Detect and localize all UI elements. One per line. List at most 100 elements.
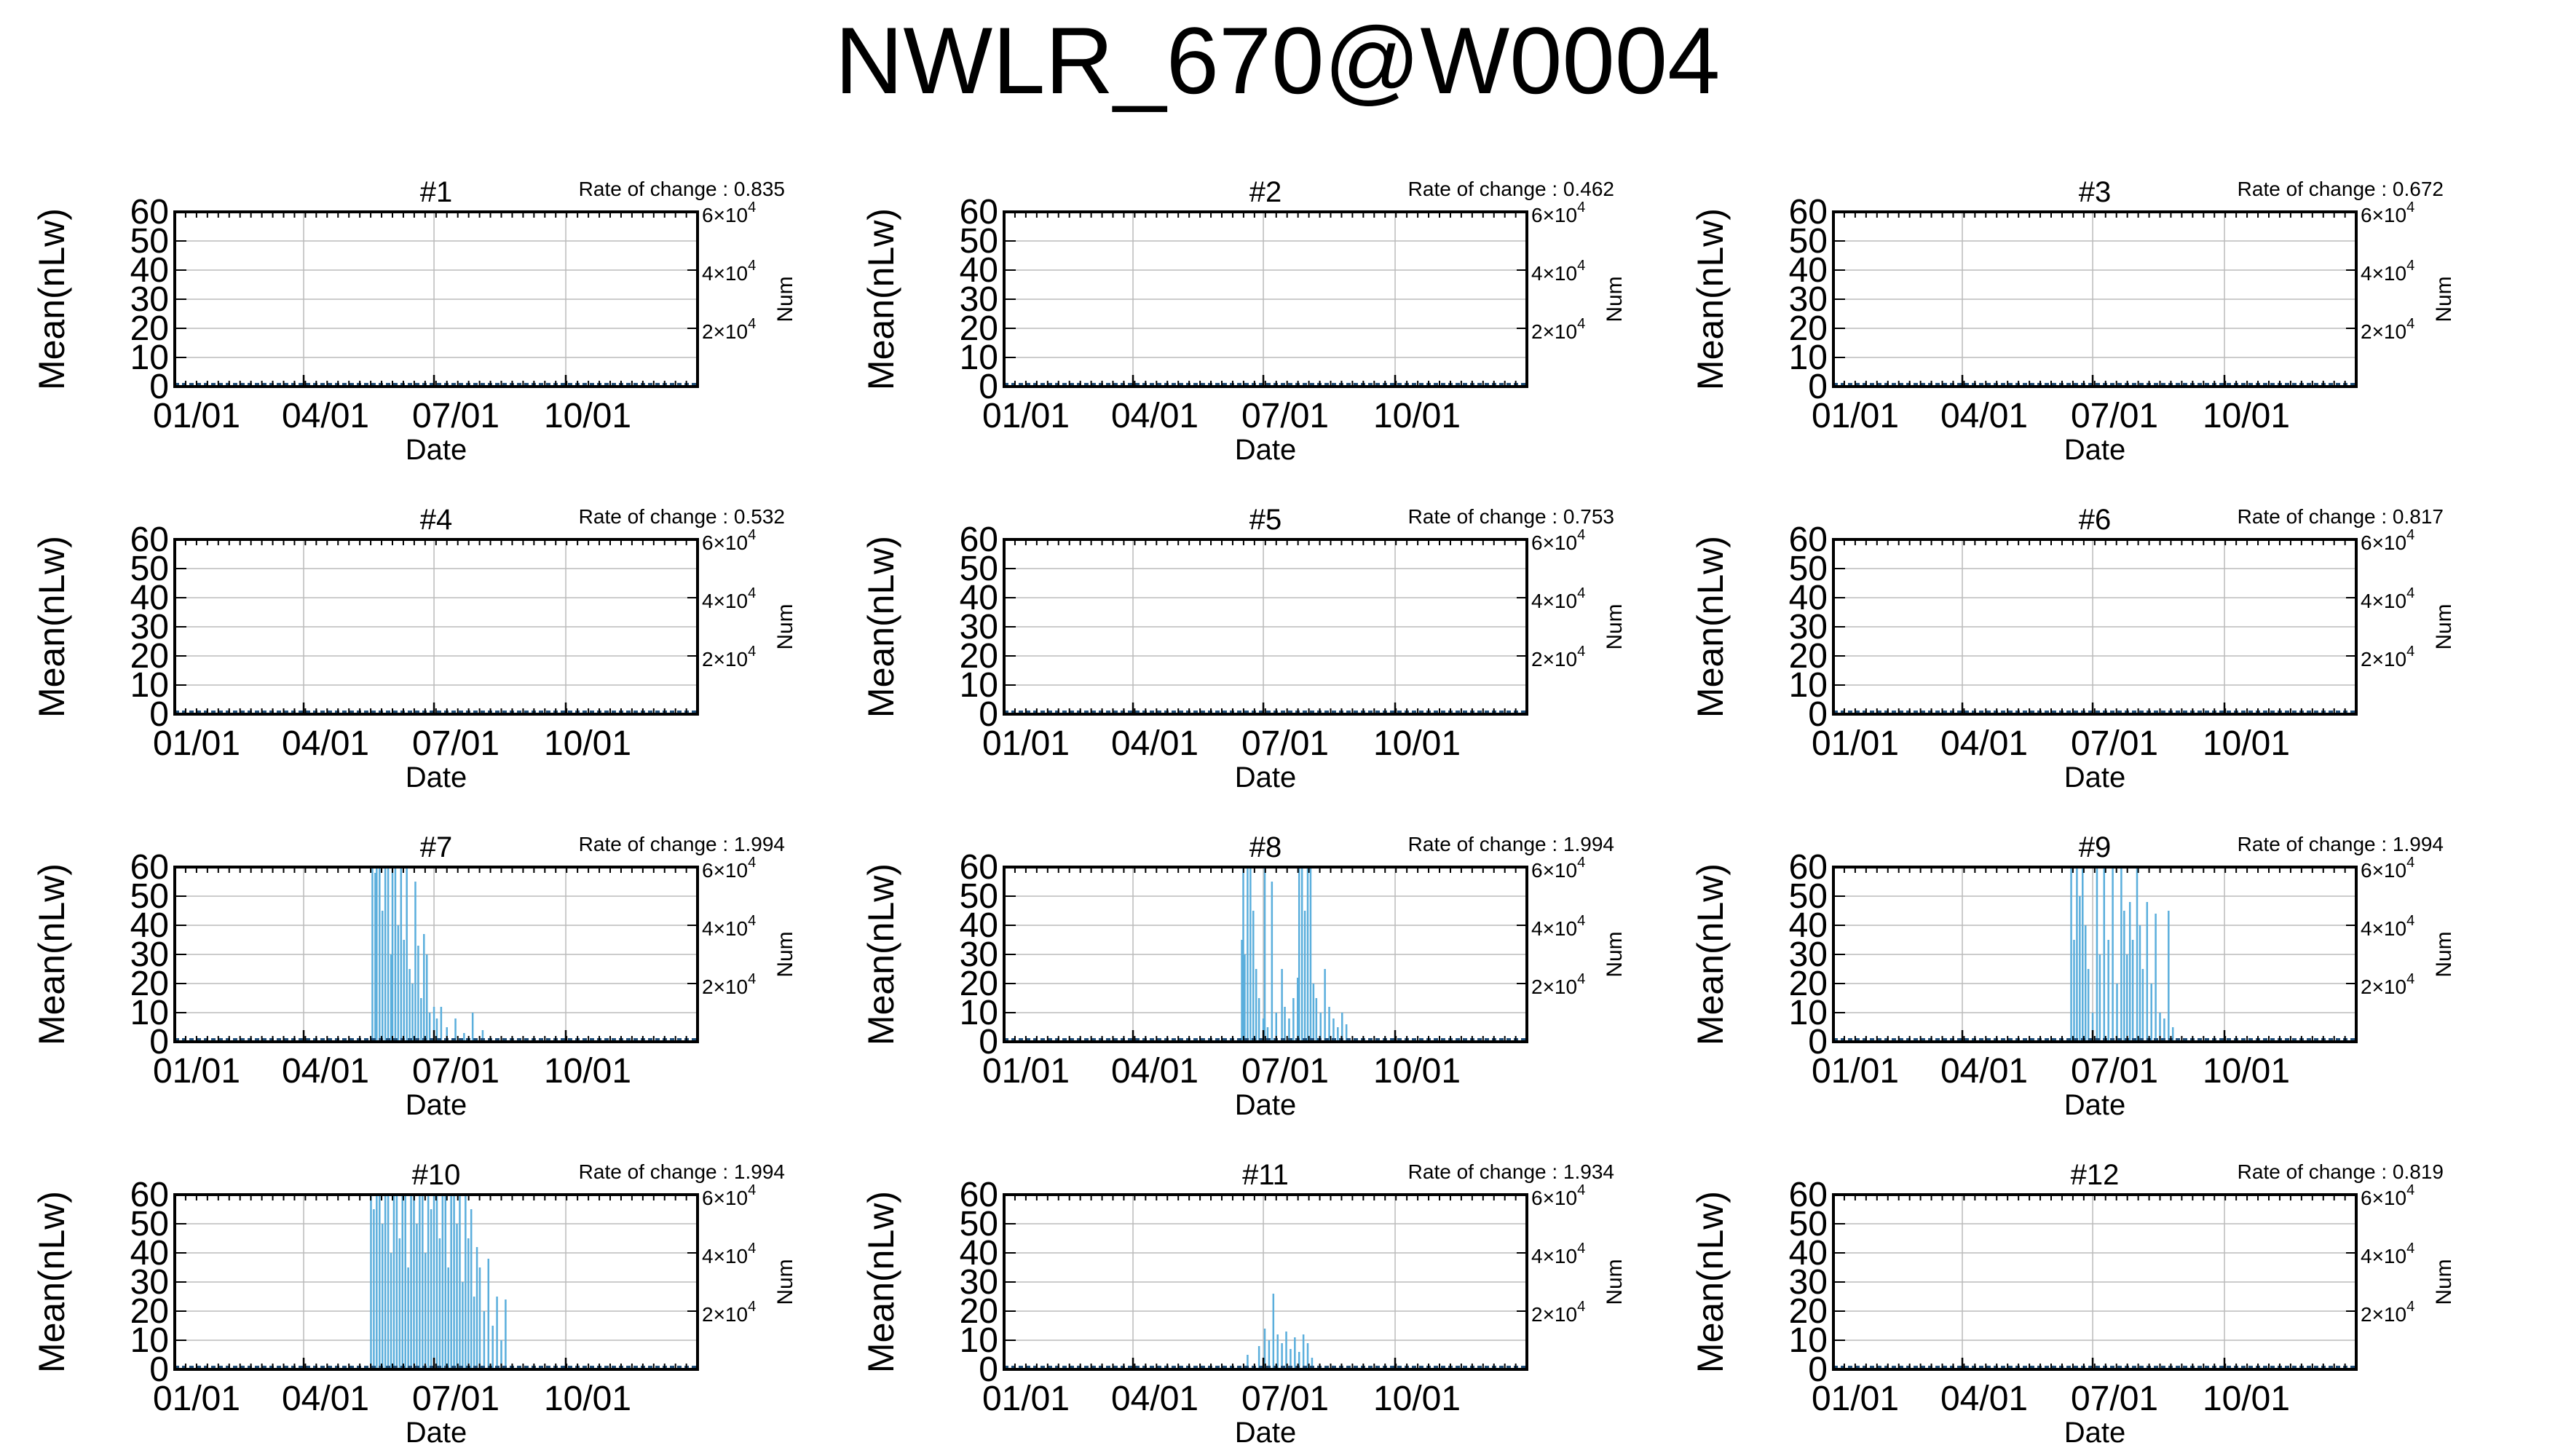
y2-tick-label: 6×104 [702, 1182, 756, 1209]
rate-of-change: Rate of change : 1.994 [1408, 833, 1614, 855]
y-tick-label: 20 [130, 637, 169, 676]
x-tick-label: 01/01 [982, 724, 1070, 763]
x-tick-label: 07/01 [2071, 1052, 2158, 1091]
y-tick-label: 60 [130, 521, 169, 559]
x-tick-label: 04/01 [1111, 724, 1198, 763]
y-tick-label: 50 [130, 550, 169, 588]
y-tick-label: 30 [130, 935, 169, 974]
x-tick-label: 01/01 [1812, 1380, 1899, 1418]
y-tick-label: 60 [1789, 1176, 1828, 1214]
rate-of-change: Rate of change : 0.835 [579, 178, 785, 200]
y-tick-label: 60 [1789, 521, 1828, 559]
x-tick-label: 01/01 [1812, 1052, 1899, 1091]
y2-axis-label: Num [773, 1259, 797, 1305]
y-tick-label: 50 [1789, 550, 1828, 588]
y-tick-label: 40 [130, 579, 169, 617]
y2-tick-label: 4×104 [2361, 585, 2414, 612]
y-tick-label: 30 [130, 280, 169, 319]
y2-tick-label: 2×104 [1531, 971, 1585, 998]
y-tick-label: 20 [960, 1292, 998, 1331]
x-tick-label: 01/01 [153, 397, 240, 435]
panel-title: #6 [2079, 504, 2112, 536]
x-tick-label: 07/01 [1241, 724, 1329, 763]
y-tick-label: 10 [1789, 339, 1828, 377]
y-tick-label: 60 [130, 848, 169, 887]
x-tick-label: 04/01 [1111, 1380, 1198, 1418]
y-axis-label: Mean(nLw) [31, 208, 72, 390]
y-tick-label: 50 [130, 1205, 169, 1243]
x-axis-label: Date [2064, 1089, 2126, 1121]
y-tick-label: 30 [960, 608, 998, 646]
y-tick-label: 10 [130, 994, 169, 1032]
y-tick-label: 0 [979, 1023, 998, 1061]
panel-title: #11 [1242, 1159, 1289, 1191]
y-tick-label: 0 [1808, 695, 1828, 734]
x-tick-label: 10/01 [2203, 397, 2290, 435]
x-tick-label: 04/01 [282, 1052, 369, 1091]
y2-tick-label: 2×104 [2361, 644, 2414, 670]
y-tick-label: 60 [960, 521, 998, 559]
y2-tick-label: 6×104 [1531, 1182, 1585, 1209]
y2-tick-label: 2×104 [702, 316, 756, 343]
y-tick-label: 10 [130, 339, 169, 377]
y2-tick-label: 6×104 [702, 527, 756, 554]
y2-axis-label: Num [2432, 931, 2456, 977]
y2-tick-label: 4×104 [1531, 1241, 1585, 1267]
y2-tick-label: 6×104 [2361, 199, 2414, 226]
x-axis-label: Date [406, 1417, 467, 1449]
y-tick-label: 0 [149, 368, 169, 406]
x-tick-label: 07/01 [2071, 397, 2158, 435]
y2-tick-label: 2×104 [2361, 971, 2414, 998]
y-tick-label: 60 [1789, 193, 1828, 232]
panel-title: #2 [1249, 176, 1282, 208]
panel-title: #10 [412, 1159, 461, 1191]
panel-title: #1 [420, 176, 453, 208]
x-tick-label: 10/01 [1373, 724, 1461, 763]
x-axis-label: Date [406, 434, 467, 466]
y-tick-label: 10 [960, 994, 998, 1032]
x-tick-label: 04/01 [282, 397, 369, 435]
y-tick-label: 50 [130, 877, 169, 916]
y-tick-label: 50 [1789, 877, 1828, 916]
x-tick-label: 10/01 [1373, 1380, 1461, 1418]
panel-title: #12 [2071, 1159, 2120, 1191]
x-tick-label: 10/01 [1373, 397, 1461, 435]
y2-tick-label: 2×104 [1531, 1299, 1585, 1326]
y-tick-label: 10 [130, 1321, 169, 1360]
y-tick-label: 20 [1789, 309, 1828, 348]
y2-tick-label: 4×104 [1531, 913, 1585, 940]
y-tick-label: 30 [960, 1263, 998, 1302]
y-tick-label: 0 [1808, 1350, 1828, 1389]
x-tick-label: 04/01 [282, 1380, 369, 1418]
y2-tick-label: 6×104 [702, 855, 756, 882]
x-tick-label: 10/01 [2203, 1380, 2290, 1418]
y2-tick-label: 2×104 [702, 1299, 756, 1326]
y2-axis-label: Num [1603, 931, 1627, 977]
x-tick-label: 10/01 [1373, 1052, 1461, 1091]
y-tick-label: 20 [130, 965, 169, 1003]
y-tick-label: 40 [1789, 906, 1828, 945]
y-tick-label: 20 [960, 637, 998, 676]
x-axis-label: Date [1235, 761, 1297, 794]
rate-of-change: Rate of change : 0.672 [2238, 178, 2444, 200]
y-tick-label: 30 [960, 280, 998, 319]
y-tick-label: 20 [960, 965, 998, 1003]
x-tick-label: 04/01 [1940, 397, 2028, 435]
y-tick-label: 50 [1789, 1205, 1828, 1243]
y2-axis-label: Num [2432, 604, 2456, 649]
x-tick-label: 04/01 [1940, 724, 2028, 763]
y-tick-label: 20 [1789, 965, 1828, 1003]
panel-title: #9 [2079, 831, 2112, 863]
y-tick-label: 50 [960, 1205, 998, 1243]
x-axis-label: Date [1235, 1417, 1297, 1449]
rate-of-change: Rate of change : 0.819 [2238, 1160, 2444, 1183]
